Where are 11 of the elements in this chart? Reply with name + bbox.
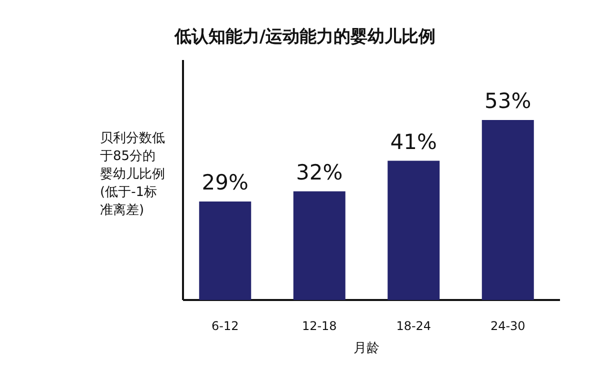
data-label: 53% (484, 89, 532, 113)
x-tick: 24-30 (490, 319, 526, 333)
data-label: 41% (390, 130, 437, 154)
x-tick: 6-12 (212, 319, 239, 333)
x-tick: 18-24 (396, 319, 432, 333)
x-tick: 12-18 (302, 319, 337, 333)
title: 低认知能力/运动能力的婴幼儿比例 (174, 27, 436, 47)
ylabel: 贝利分数低于85分的婴幼儿比例(低于-1标准离差) (100, 130, 166, 220)
data-label: 29% (202, 170, 248, 194)
x-axis-title: 月龄 (354, 341, 380, 356)
data-label: 32% (296, 160, 343, 184)
